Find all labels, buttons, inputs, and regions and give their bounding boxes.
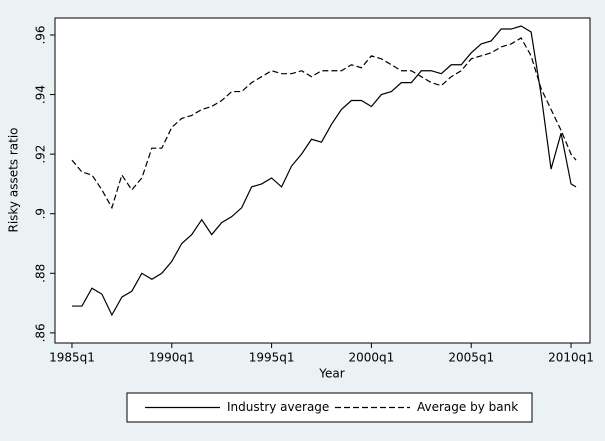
x-tick-label: 1990q1: [149, 351, 195, 365]
y-axis-label: Risky assets ratio: [7, 127, 21, 232]
x-tick-label: 2000q1: [349, 351, 395, 365]
x-axis-label: Year: [318, 367, 344, 381]
y-tick-label: .88: [34, 264, 48, 283]
legend-label: Average by bank: [417, 400, 518, 414]
plot-area: [54, 17, 591, 344]
x-tick-label: 2010q1: [548, 351, 594, 365]
series-line: [71, 25, 577, 317]
x-tick-label: 2005q1: [448, 351, 494, 365]
y-tick-label: .86: [34, 323, 48, 342]
y-tick-label: .96: [34, 25, 48, 44]
y-tick-label: .9: [34, 208, 48, 219]
y-tick-label: .92: [34, 145, 48, 164]
x-tick-label: 1995q1: [249, 351, 295, 365]
y-tick-label: .94: [34, 85, 48, 104]
series-line: [71, 37, 577, 210]
legend-label: Industry average: [227, 400, 329, 414]
x-tick-label: 1985q1: [49, 351, 95, 365]
